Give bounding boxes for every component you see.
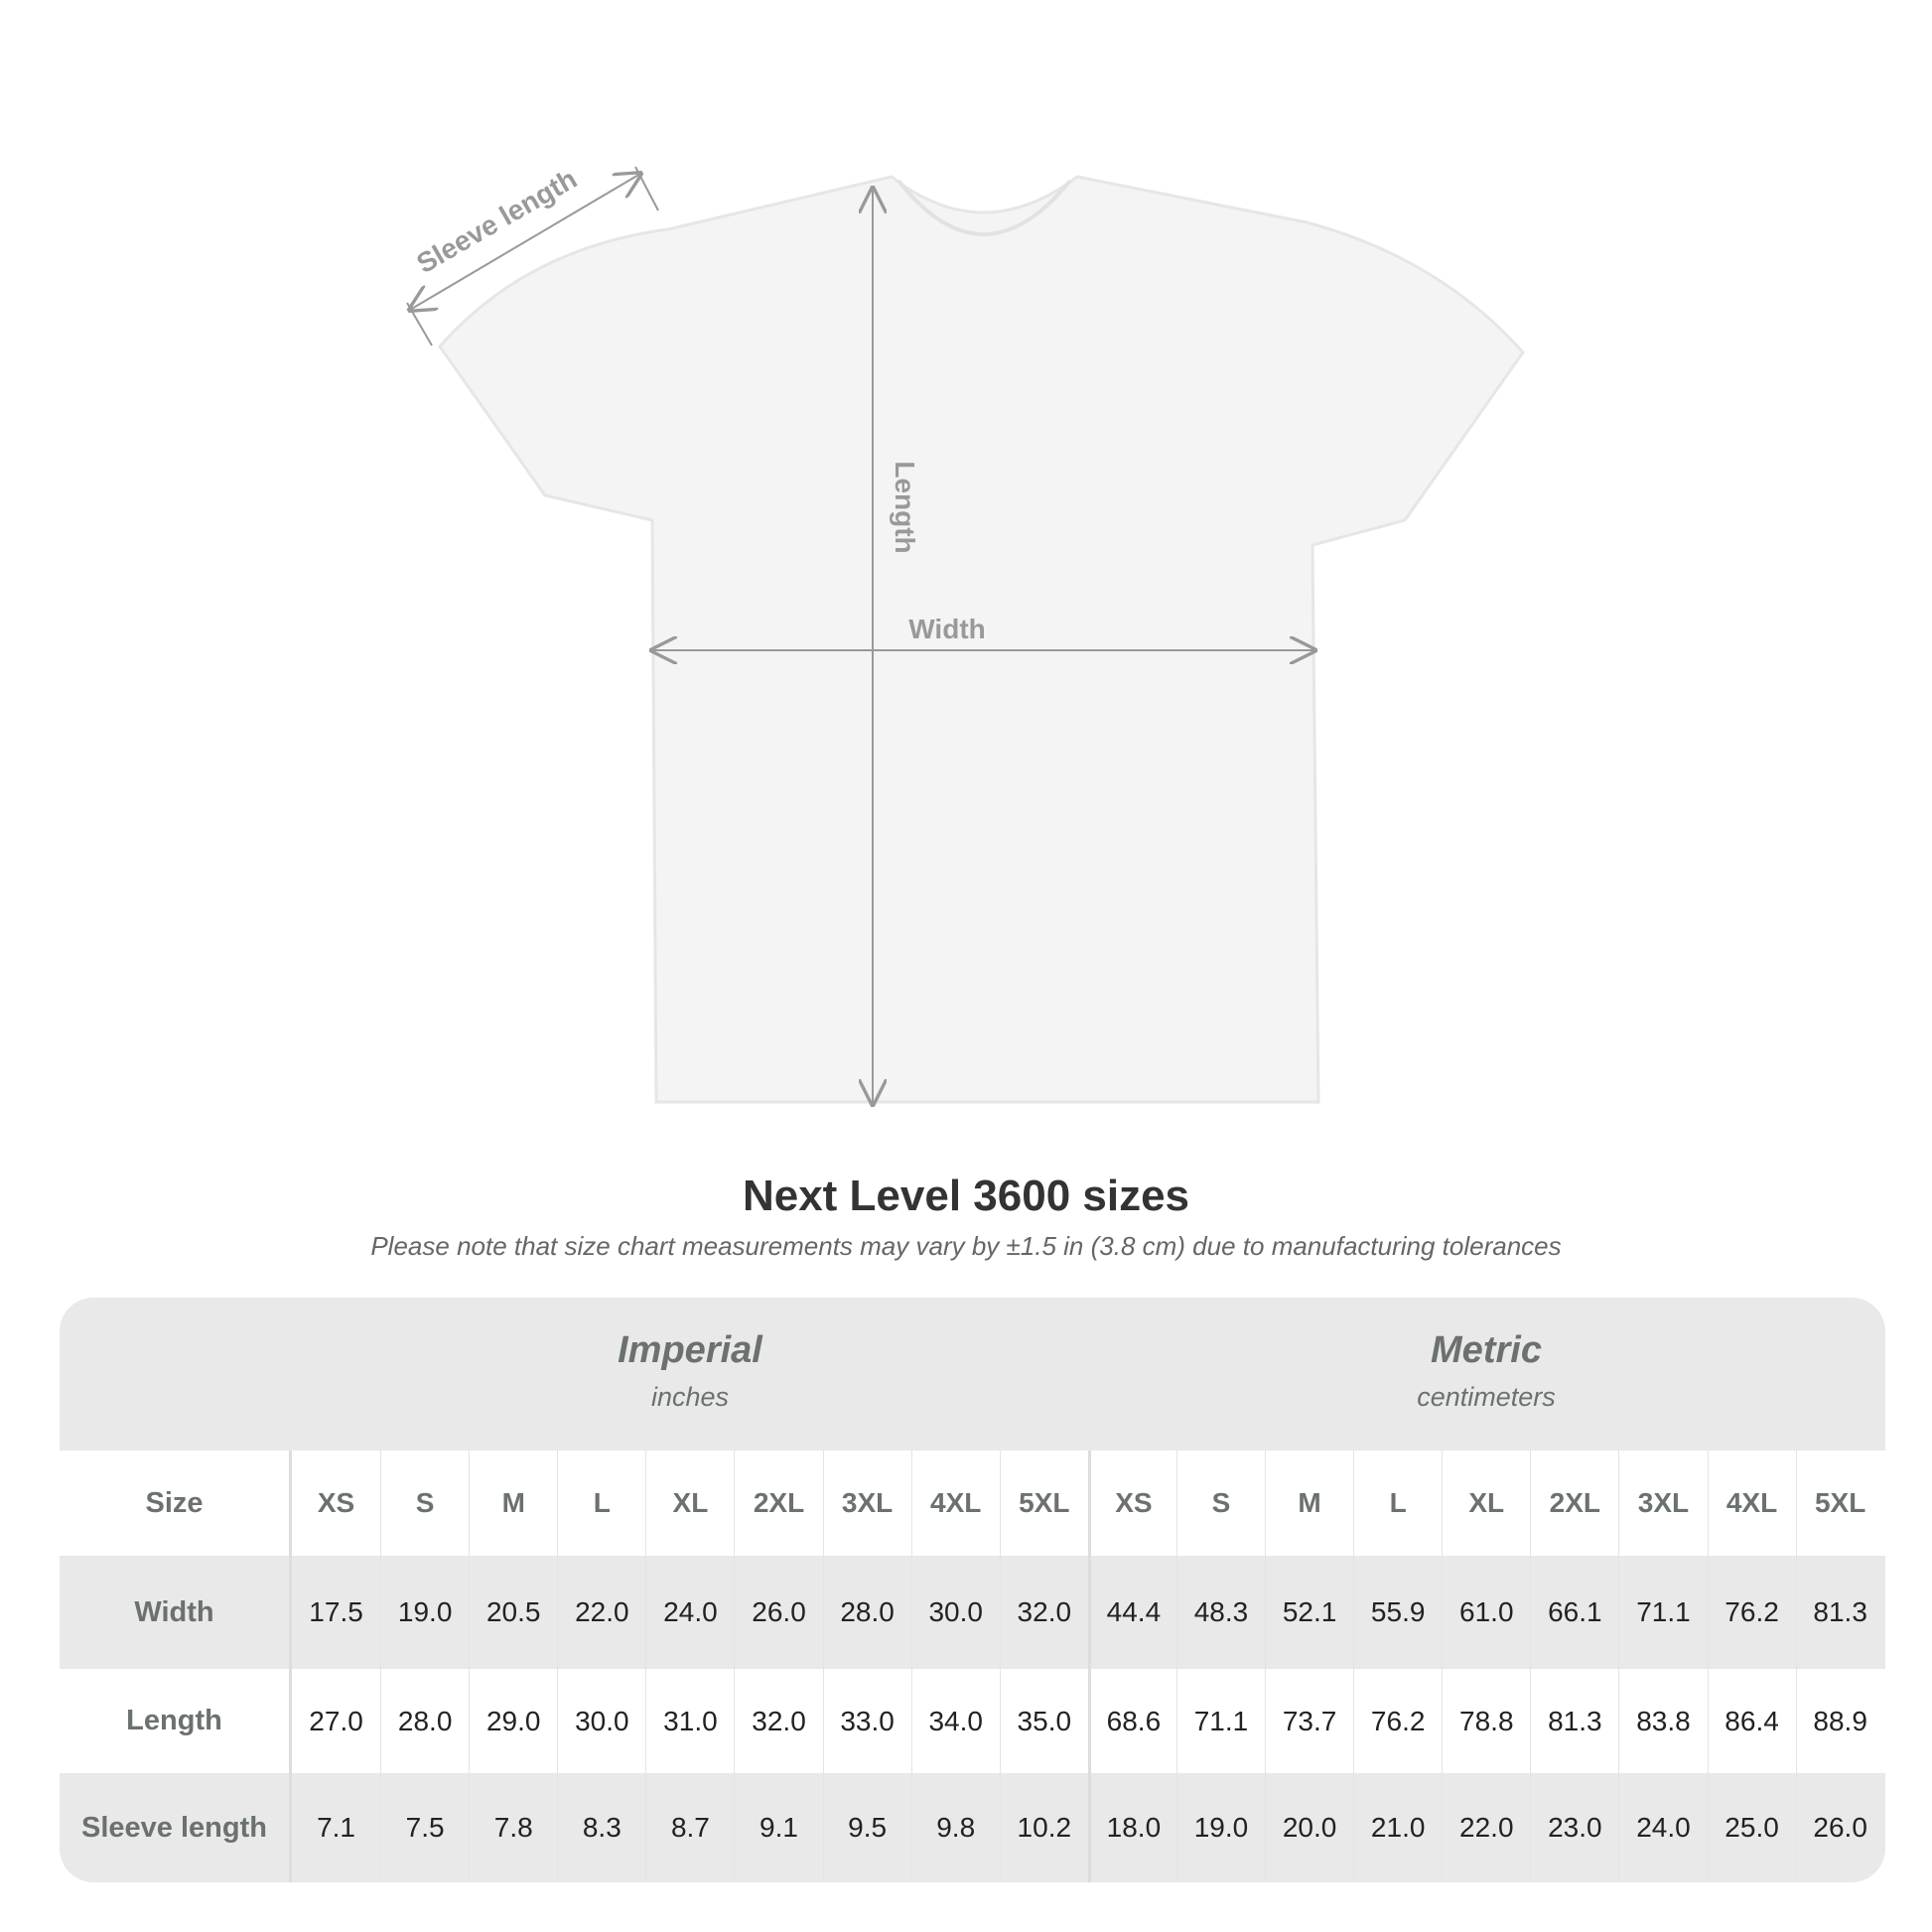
size-header-cell: S (1175, 1450, 1265, 1556)
imperial-value-cell: 10.2 (999, 1773, 1088, 1882)
metric-value-cell: 81.3 (1530, 1669, 1618, 1773)
imperial-value-cell: 8.7 (645, 1773, 734, 1882)
row-label: Size (60, 1450, 292, 1556)
size-header-cell: XS (1087, 1450, 1176, 1556)
metric-value-cell: 25.0 (1707, 1773, 1796, 1882)
imperial-unit: inches (650, 1382, 730, 1412)
size-header-cell: 4XL (1707, 1450, 1796, 1556)
tshirt-diagram: Sleeve length Length Width (0, 163, 1525, 1142)
imperial-value-cell: 20.5 (469, 1556, 557, 1669)
imperial-value-cell: 34.0 (910, 1669, 1000, 1773)
imperial-value-cell: 33.0 (822, 1669, 911, 1773)
imperial-label: Imperial (618, 1329, 762, 1371)
width-label: Width (908, 614, 986, 644)
imperial-value-cell: 19.0 (380, 1556, 469, 1669)
metric-value-cell: 83.8 (1618, 1669, 1707, 1773)
metric-value-cell: 24.0 (1618, 1773, 1707, 1882)
sleeve-arrow (410, 174, 640, 310)
metric-value-cell: 76.2 (1353, 1669, 1442, 1773)
size-header-cell: XS (317, 1487, 355, 1518)
metric-unit: centimeters (1417, 1382, 1556, 1412)
size-header-cell: L (557, 1450, 645, 1556)
table-row: Length 27.0 28.0 29.0 30.0 31.0 32.0 33.0 34.0 35… (60, 1669, 1885, 1773)
size-header-cell: XL (645, 1450, 734, 1556)
metric-value-cell: 55.9 (1353, 1556, 1442, 1669)
imperial-value-cell: 17.5 (309, 1596, 363, 1627)
metric-value-cell: 88.9 (1795, 1669, 1884, 1773)
imperial-value-cell: 27.0 (309, 1705, 363, 1736)
imperial-value-cell: 31.0 (645, 1669, 734, 1773)
size-header-cell: 2XL (734, 1450, 822, 1556)
metric-value-cell: 18.0 (1087, 1773, 1176, 1882)
length-label: Length (890, 461, 920, 553)
metric-value-cell: 44.4 (1087, 1556, 1176, 1669)
size-header-cell: 3XL (822, 1450, 911, 1556)
imperial-value-cell: 9.8 (910, 1773, 1000, 1882)
metric-value-cell: 26.0 (1795, 1773, 1884, 1882)
size-header-cell: 5XL (999, 1450, 1088, 1556)
metric-value-cell: 20.0 (1265, 1773, 1353, 1882)
page-title: Next Level 3600 sizes (742, 1172, 1190, 1220)
imperial-value-cell: 8.3 (557, 1773, 645, 1882)
imperial-value-cell: 26.0 (734, 1556, 822, 1669)
size-header-cell: XL (1442, 1450, 1530, 1556)
table-row: Width 17.5 19.0 20.5 22.0 24.0 26.0 28.0 30.0 32.… (60, 1556, 1885, 1669)
imperial-value-cell: 30.0 (910, 1556, 1000, 1669)
metric-value-cell: 61.0 (1442, 1556, 1530, 1669)
size-header-cell: L (1353, 1450, 1442, 1556)
metric-value-cell: 48.3 (1175, 1556, 1265, 1669)
imperial-value-cell: 29.0 (469, 1669, 557, 1773)
imperial-value-cell: 24.0 (645, 1556, 734, 1669)
metric-value-cell: 21.0 (1353, 1773, 1442, 1882)
imperial-value-cell: 32.0 (734, 1669, 822, 1773)
row-label: Sleeve length (60, 1773, 292, 1882)
metric-value-cell: 73.7 (1265, 1669, 1353, 1773)
subtitle-note: Please note that size chart measurements… (370, 1231, 1562, 1261)
metric-value-cell: 71.1 (1618, 1556, 1707, 1669)
metric-value-cell: 71.1 (1175, 1669, 1265, 1773)
metric-value-cell: 19.0 (1175, 1773, 1265, 1882)
metric-value-cell: 52.1 (1265, 1556, 1353, 1669)
size-header-cell: 4XL (910, 1450, 1000, 1556)
metric-value-cell: 86.4 (1707, 1669, 1796, 1773)
size-header-cell: S (380, 1450, 469, 1556)
imperial-value-cell: 9.5 (822, 1773, 911, 1882)
imperial-value-cell: 35.0 (999, 1669, 1088, 1773)
size-header-cell: M (1265, 1450, 1353, 1556)
metric-label: Metric (1431, 1329, 1542, 1371)
imperial-value-cell: 22.0 (557, 1556, 645, 1669)
metric-value-cell: 76.2 (1707, 1556, 1796, 1669)
size-header-row: Size XS S M L XL 2XL 3XL 4XL 5XL XS S M L XL 2XL 3XL 4XL 5… (60, 1450, 1885, 1556)
size-header-cell: M (469, 1450, 557, 1556)
imperial-value-cell: 28.0 (380, 1669, 469, 1773)
metric-value-cell: 81.3 (1795, 1556, 1884, 1669)
metric-value-cell: 68.6 (1087, 1669, 1176, 1773)
imperial-value-cell: 30.0 (557, 1669, 645, 1773)
size-header-cell: 2XL (1530, 1450, 1618, 1556)
metric-value-cell: 22.0 (1442, 1773, 1530, 1882)
imperial-value-cell: 7.1 (317, 1812, 356, 1843)
metric-value-cell: 78.8 (1442, 1669, 1530, 1773)
size-header-cell: 5XL (1795, 1450, 1884, 1556)
imperial-value-cell: 7.8 (469, 1773, 557, 1882)
metric-value-cell: 66.1 (1530, 1556, 1618, 1669)
imperial-value-cell: 32.0 (999, 1556, 1088, 1669)
metric-header: Metric centimeters (1088, 1298, 1884, 1450)
metric-value-cell: 23.0 (1530, 1773, 1618, 1882)
row-label: Width (60, 1556, 292, 1669)
imperial-header: Imperial inches (292, 1298, 1088, 1450)
size-table: Imperial inches Metric centimeters Size X… (60, 1298, 1885, 1882)
imperial-value-cell: 7.5 (380, 1773, 469, 1882)
table-row: Sleeve length 7.1 7.5 7.8 8.3 8.7 9.1 9.5 9.8 10.… (60, 1773, 1885, 1882)
imperial-value-cell: 28.0 (822, 1556, 911, 1669)
row-label: Length (60, 1669, 292, 1773)
size-header-cell: 3XL (1618, 1450, 1707, 1556)
imperial-value-cell: 9.1 (734, 1773, 822, 1882)
